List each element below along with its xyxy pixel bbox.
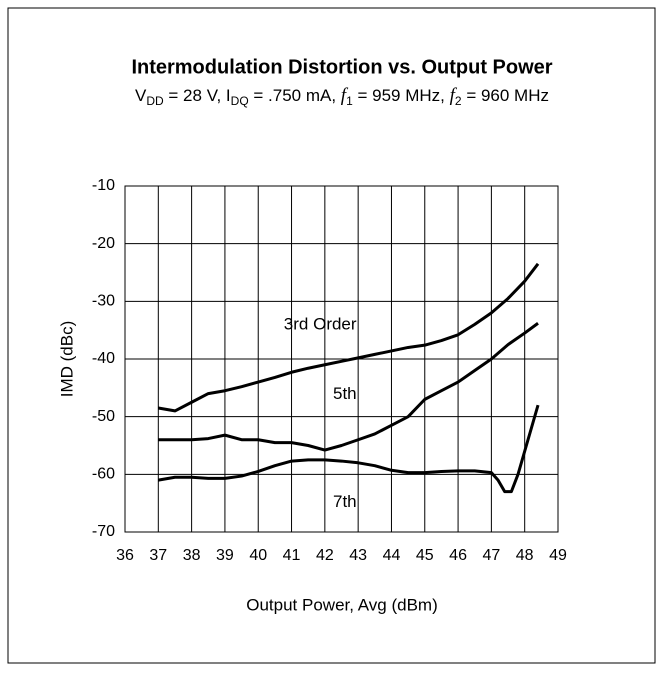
y-tick-label: -20 — [92, 235, 115, 252]
subtitle-part: f — [450, 85, 458, 106]
y-tick-label: -30 — [92, 293, 115, 310]
x-tick-label: 44 — [383, 547, 401, 564]
chart-title: Intermodulation Distortion vs. Output Po… — [131, 56, 552, 78]
series-line — [158, 262, 540, 413]
subtitle-part: DQ — [231, 94, 249, 108]
series-line — [158, 322, 539, 452]
x-tick-label: 37 — [149, 547, 167, 564]
x-tick-label: 48 — [516, 547, 534, 564]
y-tick-label: -50 — [92, 408, 115, 425]
x-tick-label: 46 — [449, 547, 467, 564]
x-tick-label: 39 — [216, 547, 234, 564]
subtitle-part: 1 — [346, 94, 353, 108]
subtitle-part: = 28 V, I — [164, 86, 231, 105]
series-line — [158, 404, 540, 494]
x-tick-label: 49 — [549, 547, 567, 564]
y-tick-label: -10 — [92, 177, 115, 194]
x-axis-label: Output Power, Avg (dBm) — [246, 595, 438, 614]
y-tick-label: -40 — [92, 350, 115, 367]
subtitle-part: = .750 mA, — [249, 86, 341, 105]
x-tick-label: 42 — [316, 547, 334, 564]
subtitle-part: = 959 MHz, — [353, 86, 450, 105]
x-tick-label: 38 — [183, 547, 201, 564]
subtitle-part: V — [135, 86, 147, 105]
x-tick-label: 47 — [482, 547, 500, 564]
subtitle-part: = 960 MHz — [462, 86, 549, 105]
chart-subtitle: VDD = 28 V, IDQ = .750 mA, f1 = 959 MHz,… — [135, 85, 549, 108]
x-tick-label: 41 — [283, 547, 301, 564]
annotation: 7th — [333, 492, 357, 511]
x-tick-label: 45 — [416, 547, 434, 564]
x-tick-label: 40 — [249, 547, 267, 564]
y-tick-label: -60 — [92, 466, 115, 483]
annotation: 5th — [333, 384, 357, 403]
y-axis-label: IMD (dBc) — [57, 321, 76, 398]
y-tick-label: -70 — [92, 523, 115, 540]
x-tick-label: 36 — [116, 547, 134, 564]
x-tick-label: 43 — [349, 547, 367, 564]
subtitle-part: 2 — [455, 94, 462, 108]
subtitle-part: f — [341, 85, 349, 106]
subtitle-part: DD — [146, 94, 164, 108]
annotation: 3rd Order — [284, 314, 357, 333]
